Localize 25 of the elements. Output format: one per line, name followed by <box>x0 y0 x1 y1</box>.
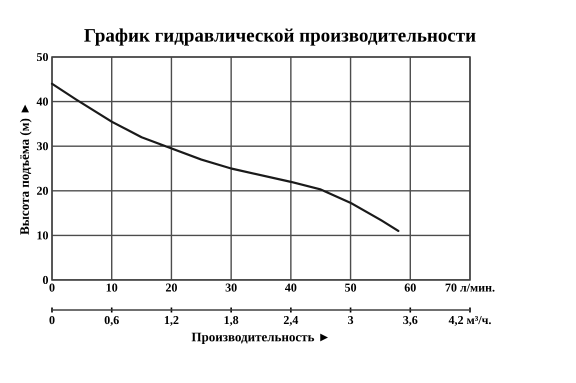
y-tick-label: 20 <box>36 186 48 195</box>
x2-tick-label: 2,4 <box>284 316 298 326</box>
y-tick-label: 40 <box>36 98 48 106</box>
x-tick-label: 0 <box>49 284 55 292</box>
x-tick-label: 20 <box>166 284 177 292</box>
x-tick-label: 60 <box>404 284 416 292</box>
y-axis-title: Высота подъёма (м) ► <box>20 104 32 235</box>
x2-tick-label: 1,2 <box>164 316 178 326</box>
x-tick-label: 40 <box>285 284 296 292</box>
x2-tick-label: 4,2 м³/ч. <box>448 316 491 326</box>
y-tick-label: 0 <box>42 276 48 284</box>
x-tick-label: 70 л/мин. <box>446 284 494 292</box>
y-tick-label: 10 <box>37 231 48 240</box>
y-tick-label: 50 <box>36 52 48 62</box>
x2-tick-label: 3 <box>348 316 354 324</box>
x2-tick-label: 1,8 <box>224 316 238 326</box>
x2-tick-label: 0,6 <box>104 316 119 326</box>
x-tick-label: 50 <box>345 284 356 292</box>
x2-tick-label: 3,6 <box>403 316 418 326</box>
x2-tick-label: 0 <box>49 316 55 324</box>
y-tick-label: 30 <box>36 142 48 150</box>
x-tick-label: 10 <box>106 284 118 292</box>
chart-title: График гидравлической производительности <box>84 28 476 46</box>
x-axis-title: Производительность ► <box>192 332 328 344</box>
x-tick-label: 30 <box>226 284 237 292</box>
